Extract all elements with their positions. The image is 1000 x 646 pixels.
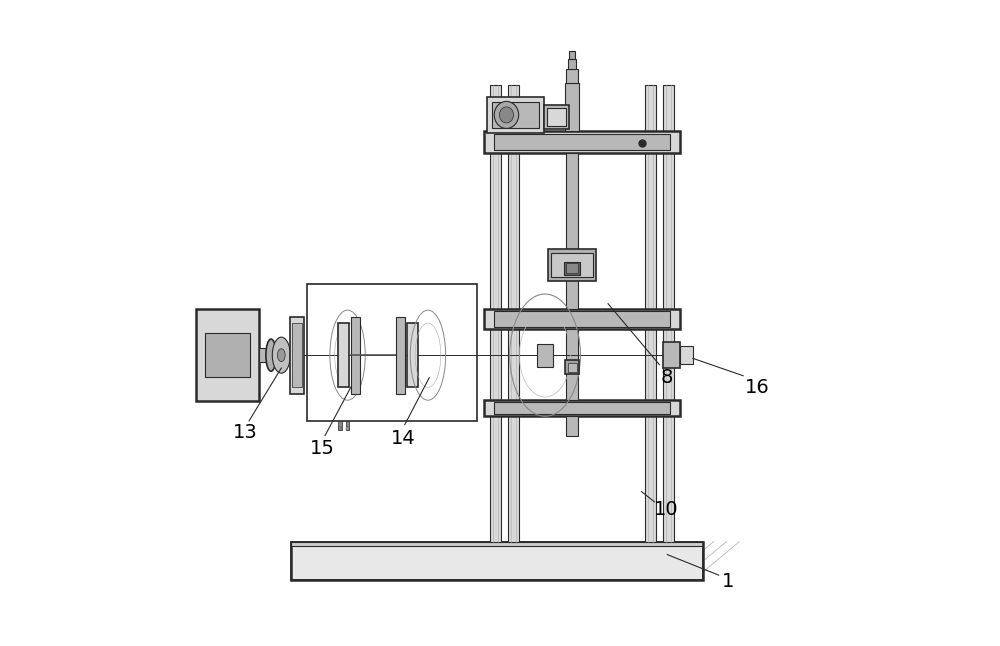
- Bar: [494, 402, 670, 413]
- Bar: [205, 333, 250, 377]
- Bar: [548, 249, 596, 281]
- Bar: [566, 69, 578, 83]
- Bar: [346, 426, 349, 430]
- Text: 8: 8: [661, 368, 673, 387]
- Bar: [407, 323, 418, 388]
- Bar: [490, 85, 501, 542]
- Bar: [680, 346, 693, 364]
- Ellipse shape: [272, 337, 290, 373]
- Text: 14: 14: [391, 430, 415, 448]
- Bar: [290, 317, 304, 394]
- Bar: [396, 317, 405, 394]
- Ellipse shape: [494, 101, 519, 129]
- Bar: [568, 363, 577, 372]
- Bar: [537, 344, 553, 367]
- Bar: [663, 342, 680, 368]
- Bar: [566, 263, 578, 273]
- Bar: [196, 309, 259, 401]
- Bar: [338, 323, 349, 388]
- Bar: [291, 542, 703, 580]
- Bar: [259, 348, 271, 362]
- Bar: [484, 309, 680, 329]
- Bar: [566, 416, 578, 435]
- Bar: [291, 542, 703, 547]
- Text: 1: 1: [722, 572, 734, 591]
- Bar: [544, 105, 569, 129]
- Bar: [566, 152, 578, 309]
- Text: 15: 15: [310, 439, 335, 458]
- Text: 10: 10: [654, 500, 679, 519]
- Bar: [645, 85, 656, 542]
- Bar: [484, 399, 680, 416]
- Text: 16: 16: [744, 378, 769, 397]
- Bar: [564, 262, 580, 275]
- Bar: [565, 83, 579, 131]
- Bar: [487, 98, 544, 132]
- Bar: [566, 329, 578, 399]
- Bar: [547, 108, 566, 126]
- Bar: [551, 253, 593, 277]
- Bar: [339, 426, 341, 430]
- Bar: [494, 311, 670, 327]
- Bar: [346, 421, 349, 430]
- Bar: [338, 421, 342, 430]
- Bar: [569, 51, 575, 59]
- Bar: [292, 323, 302, 388]
- Bar: [565, 360, 579, 375]
- Bar: [351, 317, 360, 394]
- Bar: [484, 131, 680, 152]
- Bar: [307, 284, 477, 421]
- Bar: [568, 59, 576, 69]
- Bar: [494, 134, 670, 150]
- Ellipse shape: [277, 349, 285, 362]
- Ellipse shape: [499, 107, 514, 123]
- Bar: [663, 85, 674, 542]
- Bar: [508, 85, 519, 542]
- Bar: [492, 101, 539, 128]
- Text: 13: 13: [233, 423, 258, 442]
- Bar: [291, 542, 703, 580]
- Ellipse shape: [266, 339, 276, 371]
